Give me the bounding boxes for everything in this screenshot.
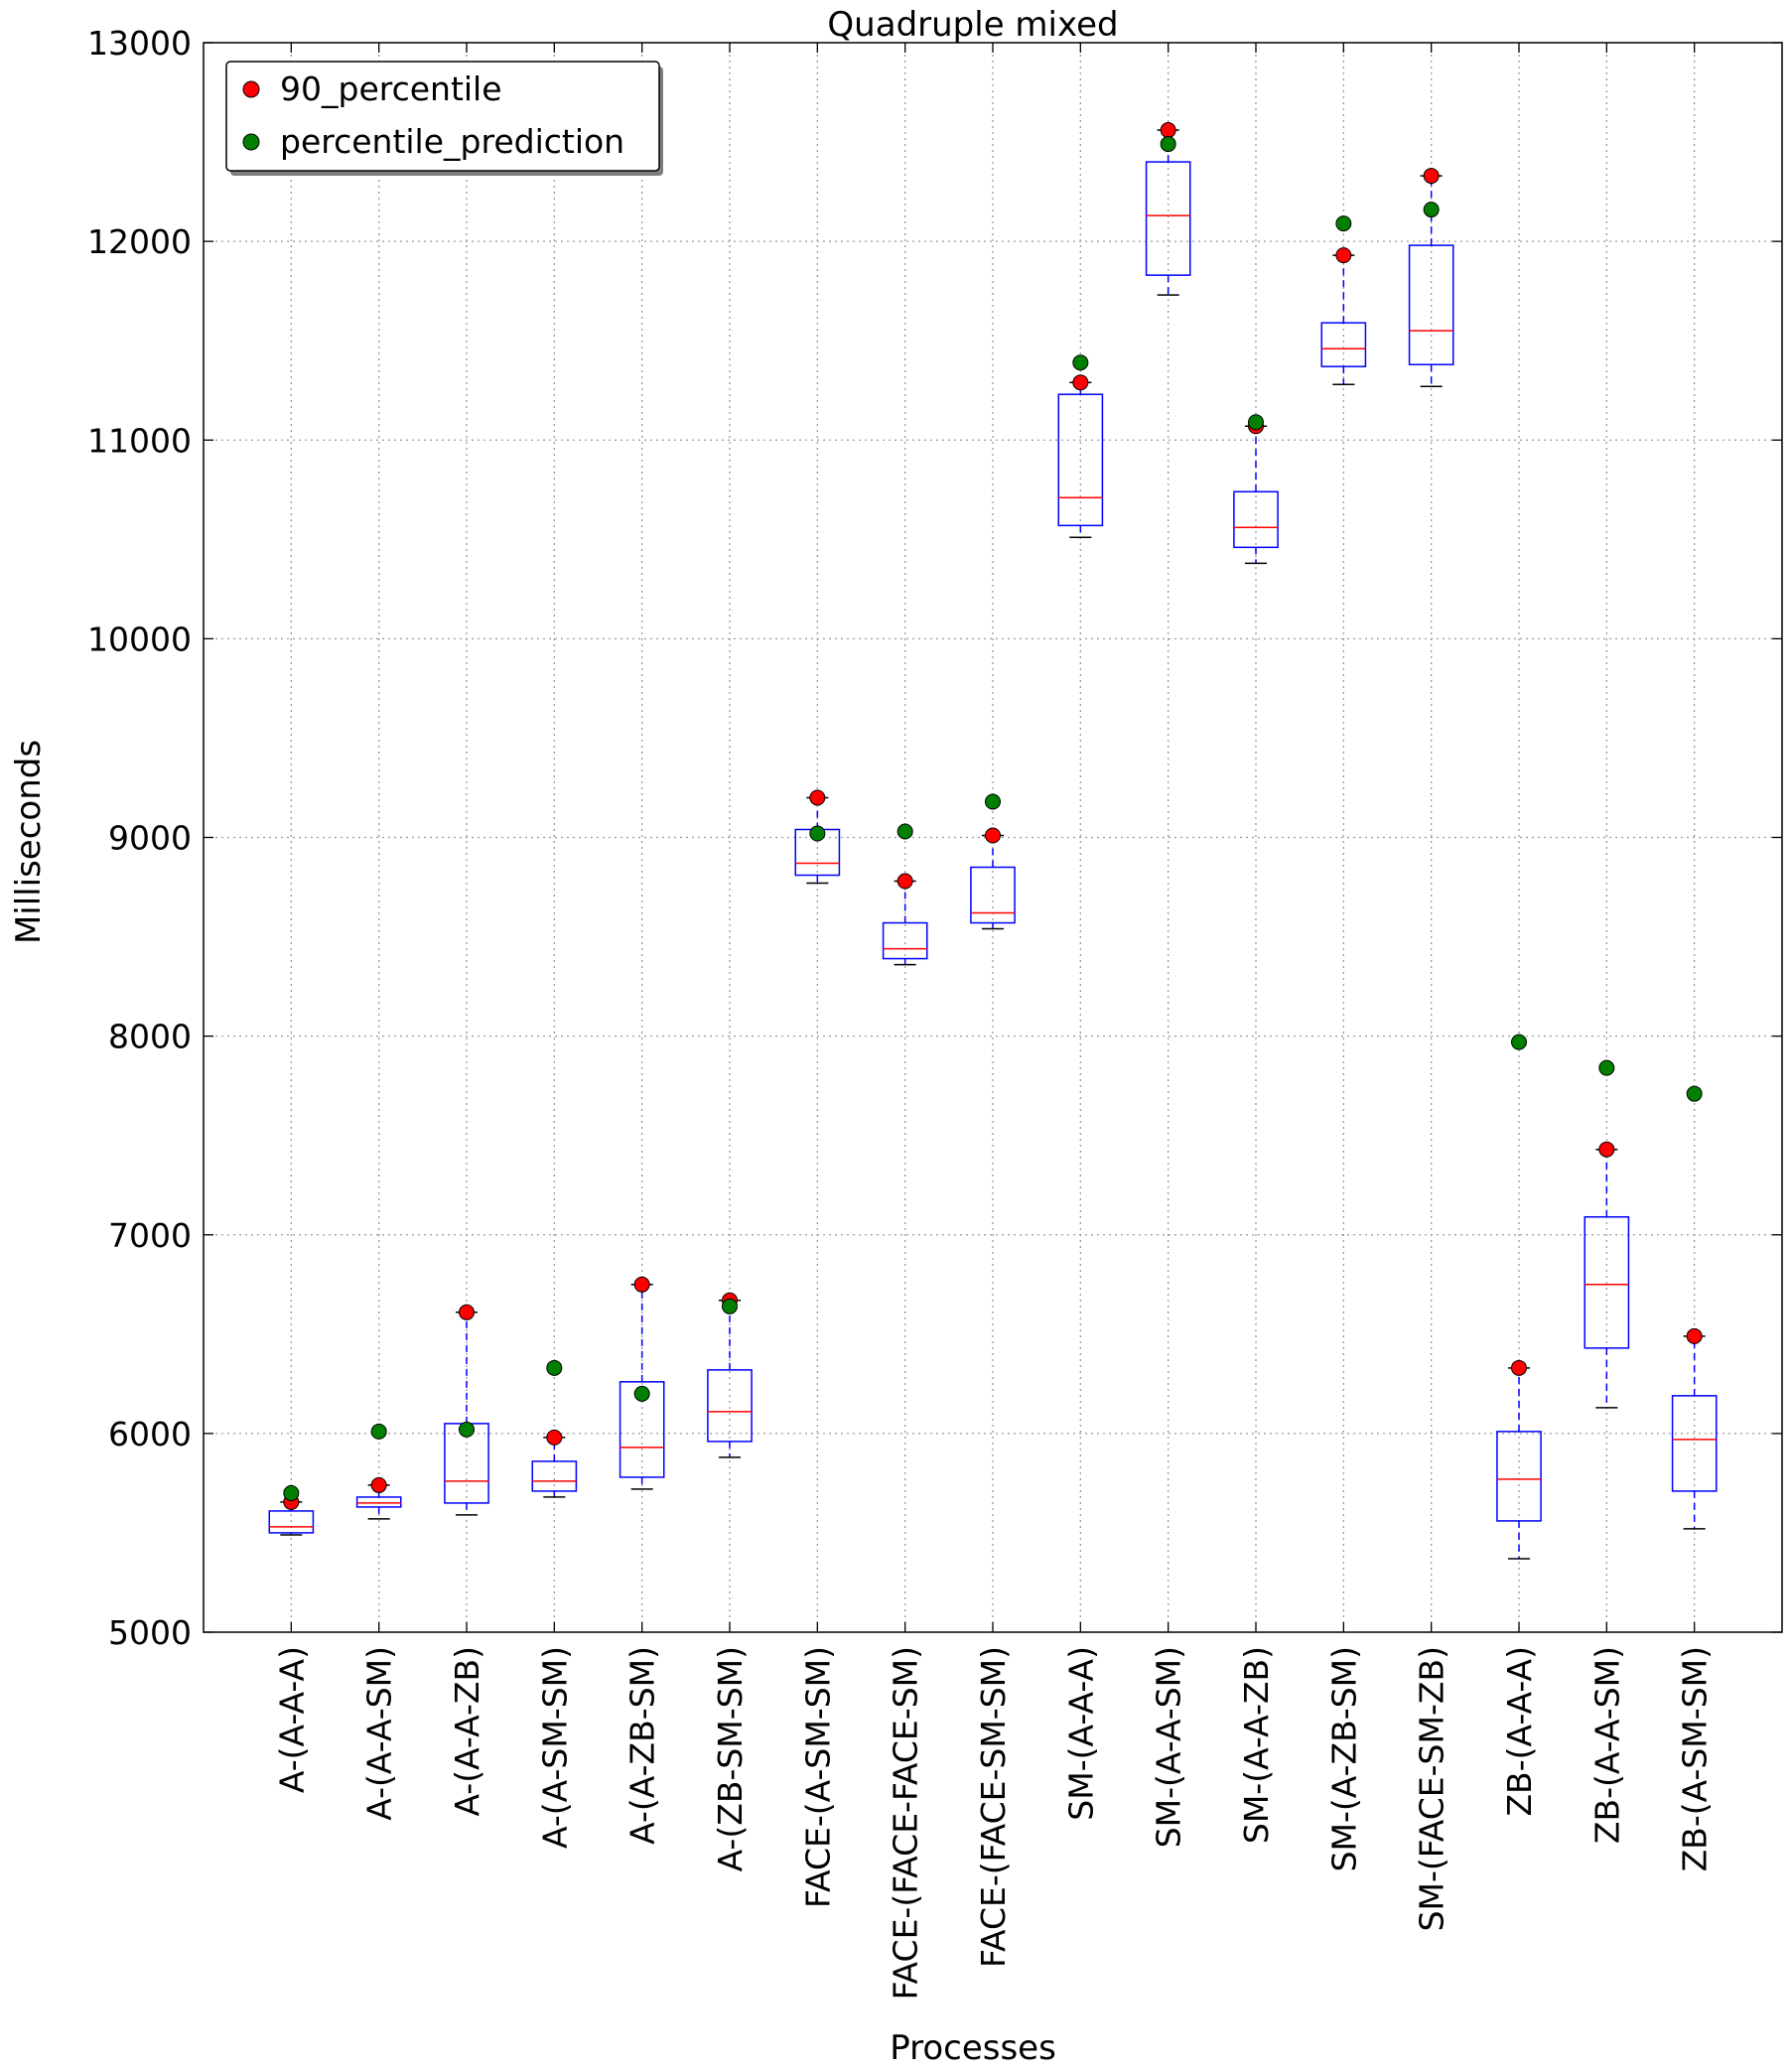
x-tick-label: A-(A-ZB-SM) bbox=[623, 1646, 662, 1845]
percentile-point bbox=[1511, 1359, 1527, 1376]
y-tick-label: 9000 bbox=[108, 819, 192, 858]
percentile-point bbox=[459, 1304, 475, 1320]
legend: 90_percentile percentile_prediction bbox=[225, 61, 663, 176]
prediction-point bbox=[1335, 215, 1352, 232]
percentile-point bbox=[633, 1276, 650, 1293]
box-body bbox=[355, 1496, 402, 1508]
prediction-point bbox=[459, 1421, 475, 1438]
prediction-point bbox=[1598, 1059, 1615, 1076]
prediction-point bbox=[722, 1298, 738, 1314]
y-axis-ticks: 5000 6000 7000 8000 9000 10000 11000 12000 13000 bbox=[87, 24, 1782, 1652]
x-axis-ticks: A-(A-A-A) A-(A-A-SM) A-(A-A-ZB) A-(A-SM-SM)… bbox=[272, 43, 1715, 2000]
y-tick-label: 11000 bbox=[87, 421, 192, 460]
percentile-point bbox=[546, 1429, 563, 1446]
prediction-point bbox=[633, 1385, 650, 1402]
y-tick-label: 10000 bbox=[87, 620, 192, 658]
percentile-point bbox=[1598, 1141, 1615, 1158]
x-tick-label: SM-(FACE-SM-ZB) bbox=[1413, 1646, 1451, 1931]
box-body bbox=[1145, 161, 1191, 276]
y-tick-label: 12000 bbox=[87, 222, 192, 261]
box-11 bbox=[1233, 425, 1279, 565]
box-9 bbox=[1057, 381, 1104, 539]
x-tick-label: ZB-(A-SM-SM) bbox=[1676, 1646, 1715, 1871]
scatter-points bbox=[283, 122, 1703, 1510]
box-body bbox=[268, 1510, 315, 1534]
prediction-point bbox=[985, 793, 1001, 810]
x-tick-label: SM-(A-A-ZB) bbox=[1237, 1646, 1276, 1844]
box-body bbox=[619, 1381, 665, 1478]
percentile-point bbox=[370, 1476, 387, 1493]
legend-label-prediction: percentile_prediction bbox=[280, 122, 624, 161]
prediction-point bbox=[370, 1423, 387, 1440]
box-body bbox=[531, 1460, 578, 1492]
box-body bbox=[882, 921, 928, 960]
box-body bbox=[1320, 322, 1367, 367]
legend-label-90-percentile: 90_percentile bbox=[280, 69, 502, 108]
y-tick-label: 6000 bbox=[108, 1415, 192, 1453]
x-tick-label: SM-(A-A-SM) bbox=[1150, 1646, 1188, 1848]
prediction-point bbox=[1686, 1085, 1703, 1102]
box-4 bbox=[619, 1284, 665, 1490]
percentile-point bbox=[1686, 1327, 1703, 1344]
y-tick-label: 13000 bbox=[87, 24, 192, 63]
prediction-point bbox=[809, 825, 826, 842]
plot-area bbox=[268, 129, 1718, 1560]
x-tick-label: SM-(A-A-A) bbox=[1061, 1646, 1100, 1821]
percentile-point bbox=[1160, 122, 1176, 139]
legend-marker-90-percentile bbox=[242, 80, 260, 98]
x-tick-label: A-(A-A-SM) bbox=[360, 1646, 399, 1821]
x-tick-label: SM-(A-ZB-SM) bbox=[1324, 1646, 1363, 1871]
box-body bbox=[1671, 1395, 1718, 1492]
chart-title: Quadruple mixed bbox=[827, 5, 1118, 45]
x-axis-label: Processes bbox=[890, 2028, 1056, 2068]
percentile-point bbox=[1072, 374, 1089, 391]
x-tick-label: A-(A-A-A) bbox=[272, 1646, 311, 1793]
box-body bbox=[1584, 1215, 1630, 1349]
y-tick-label: 5000 bbox=[108, 1613, 192, 1652]
box-body bbox=[1233, 490, 1279, 549]
prediction-point bbox=[1160, 136, 1176, 153]
x-tick-label: ZB-(A-A-SM) bbox=[1587, 1646, 1626, 1844]
box-8 bbox=[970, 834, 1016, 930]
box-7 bbox=[882, 880, 928, 966]
x-tick-label: A-(ZB-SM-SM) bbox=[711, 1646, 750, 1871]
box-body bbox=[1496, 1431, 1542, 1522]
legend-marker-prediction bbox=[242, 133, 260, 151]
legend-box bbox=[225, 61, 660, 172]
box-body bbox=[1408, 244, 1454, 365]
x-tick-label: A-(A-A-ZB) bbox=[448, 1646, 486, 1817]
box-body bbox=[707, 1369, 753, 1443]
percentile-point bbox=[809, 789, 826, 806]
box-15 bbox=[1584, 1148, 1630, 1409]
prediction-point bbox=[1511, 1034, 1527, 1050]
x-tick-label: FACE-(FACE-SM-SM) bbox=[974, 1646, 1013, 1968]
prediction-point bbox=[1423, 202, 1440, 218]
x-tick-label: ZB-(A-A-A) bbox=[1500, 1646, 1539, 1817]
y-tick-label: 8000 bbox=[108, 1018, 192, 1056]
y-axis-label: Milliseconds bbox=[9, 740, 49, 944]
box-body bbox=[1057, 393, 1104, 527]
percentile-point bbox=[985, 827, 1001, 844]
y-tick-label: 7000 bbox=[108, 1216, 192, 1255]
prediction-point bbox=[546, 1359, 563, 1376]
x-tick-label: FACE-(A-SM-SM) bbox=[798, 1646, 837, 1908]
x-tick-label: FACE-(FACE-FACE-SM) bbox=[887, 1646, 925, 2000]
box-14 bbox=[1496, 1367, 1542, 1560]
box-13 bbox=[1408, 175, 1454, 387]
percentile-point bbox=[1335, 247, 1352, 264]
prediction-point bbox=[896, 823, 913, 840]
percentile-point bbox=[896, 873, 913, 890]
x-tick-label: A-(A-SM-SM) bbox=[535, 1646, 574, 1849]
prediction-point bbox=[283, 1484, 300, 1501]
box-body bbox=[970, 866, 1016, 924]
prediction-point bbox=[1072, 354, 1089, 371]
percentile-point bbox=[1423, 168, 1440, 185]
prediction-point bbox=[1248, 414, 1264, 431]
